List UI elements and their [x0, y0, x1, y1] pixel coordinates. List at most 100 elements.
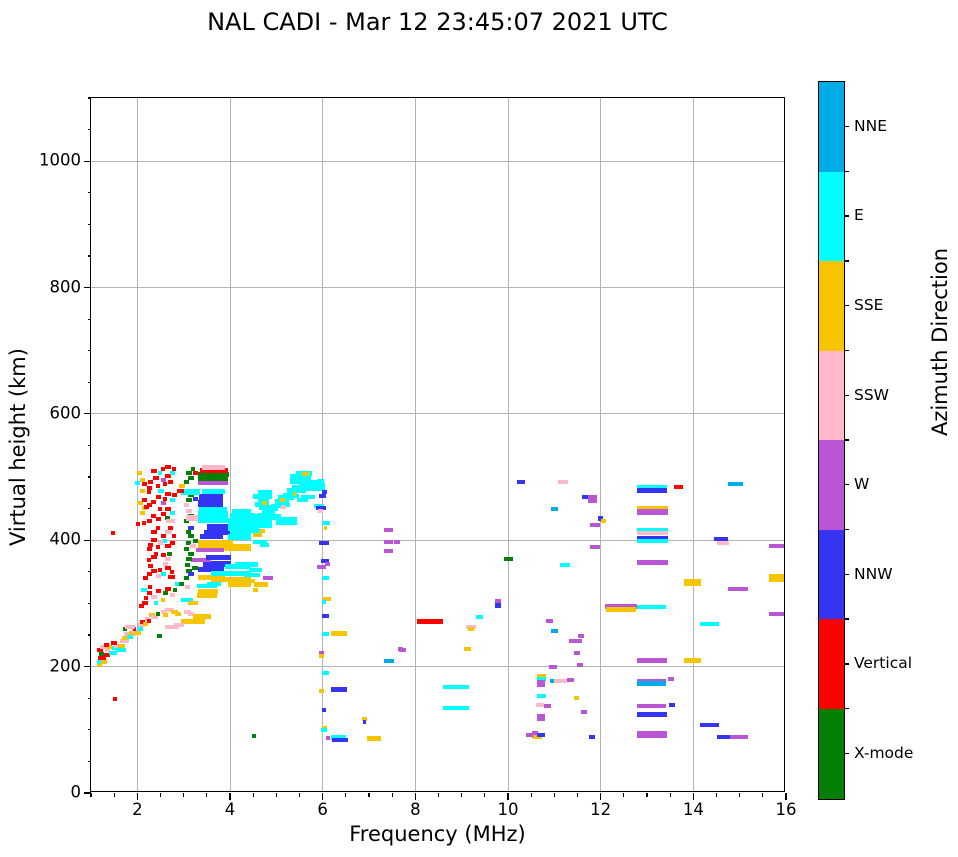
data-point-X-mode	[188, 475, 194, 480]
data-point-SSE	[137, 500, 143, 505]
gridline-y-400	[91, 539, 784, 541]
data-point-Vertical	[141, 600, 148, 605]
data-point-E	[317, 478, 325, 483]
colorbar-tick-label-X-mode: X-mode	[854, 743, 914, 762]
data-point-E	[257, 490, 272, 495]
data-point-E	[160, 572, 167, 577]
colorbar-boundary-tick	[845, 349, 849, 352]
gridline-y-1000	[91, 160, 784, 162]
data-point-SSW	[155, 574, 162, 579]
data-point-SSW	[466, 624, 476, 629]
gridline-x-12	[600, 98, 602, 791]
y-minor-tick	[87, 223, 91, 225]
data-point-E	[211, 570, 251, 576]
data-point-SSE	[243, 579, 256, 584]
data-point-SSE	[600, 518, 607, 523]
data-point-SSW	[183, 502, 190, 507]
data-point-Vertical	[167, 574, 175, 579]
data-point-X-mode	[123, 627, 128, 632]
data-point-SSE	[101, 660, 107, 665]
data-point-Vertical	[165, 507, 171, 512]
data-point-Vertical	[97, 648, 104, 653]
colorbar-boundary-tick	[845, 260, 849, 262]
data-point-Vertical	[155, 517, 162, 522]
data-point-SSE	[135, 631, 141, 636]
data-point-E	[636, 485, 668, 490]
data-point-E	[270, 503, 285, 508]
data-point-X-mode	[252, 734, 256, 739]
x-tick-label-6: 6	[317, 800, 328, 819]
colorbar-segment-SSE	[819, 261, 844, 351]
data-point-NNW	[636, 535, 669, 540]
data-point-NNW	[206, 523, 233, 531]
data-point-W	[197, 480, 228, 485]
data-point-Vertical	[167, 526, 173, 531]
colorbar-tick	[845, 125, 849, 128]
data-point-E	[321, 521, 331, 526]
colorbar-tick-label-SSE: SSE	[854, 295, 884, 314]
data-point-Vertical	[151, 569, 157, 574]
colorbar	[818, 81, 845, 800]
data-point-NNE	[550, 506, 559, 511]
data-point-E	[321, 599, 327, 604]
data-point-SSE	[117, 643, 125, 648]
data-point-E	[243, 573, 261, 578]
x-tick-label-2: 2	[132, 800, 143, 819]
gridline-y-200	[91, 666, 784, 668]
data-point-E	[197, 511, 228, 518]
data-point-E	[157, 471, 163, 476]
data-point-NNW	[205, 555, 232, 561]
data-point-Vertical	[162, 482, 168, 487]
data-point-Vertical	[141, 498, 147, 503]
data-point-E	[169, 498, 176, 503]
data-point-NNE	[549, 678, 556, 683]
data-point-SSE	[139, 477, 146, 482]
data-point-SSE	[253, 587, 258, 592]
data-point-SSW	[151, 615, 159, 620]
x-major-tick	[136, 793, 138, 800]
data-point-NNW	[315, 506, 326, 511]
data-point-Vertical	[141, 482, 147, 487]
colorbar-boundary-tick	[845, 170, 849, 172]
data-point-Vertical	[165, 492, 171, 497]
y-minor-tick	[87, 192, 91, 194]
data-point-E	[248, 567, 263, 572]
data-point-Vertical	[146, 572, 153, 577]
gridline-x-10	[507, 98, 509, 791]
y-tick-label-800: 800	[49, 277, 82, 297]
data-point-E	[537, 693, 546, 698]
data-point-Vertical	[160, 466, 166, 471]
data-point-SSE	[280, 497, 285, 502]
colorbar-tick-label-SSW: SSW	[854, 385, 890, 404]
y-tick-label-200: 200	[49, 656, 82, 676]
y-minor-tick	[87, 444, 91, 447]
data-point-E	[153, 600, 159, 605]
x-minor-tick	[159, 793, 162, 797]
data-point-NNW	[716, 735, 731, 740]
data-point-NNW	[321, 707, 327, 712]
data-point-X-mode	[183, 547, 190, 552]
data-point-E	[282, 492, 297, 497]
data-point-NNW	[204, 529, 230, 535]
data-point-SSE	[170, 610, 178, 615]
y-major-tick	[84, 666, 91, 668]
data-point-SSE	[362, 717, 367, 722]
data-point-Vertical	[160, 553, 167, 558]
colorbar-tick	[845, 484, 849, 486]
data-point-E	[181, 489, 200, 496]
colorbar-tick	[845, 394, 849, 396]
colorbar-boundary-tick	[845, 708, 849, 710]
data-point-E	[246, 562, 258, 567]
data-point-NNW	[320, 559, 330, 564]
data-point-SSE	[137, 471, 142, 476]
data-point-Vertical	[151, 499, 156, 504]
data-point-NNW	[536, 732, 546, 737]
data-point-NNW	[319, 541, 329, 546]
data-point-SSW	[188, 612, 194, 617]
data-point-X-mode	[185, 530, 192, 535]
x-tick-label-12: 12	[590, 800, 612, 819]
x-minor-tick	[252, 793, 254, 797]
colorbar-segment-NNE	[819, 82, 844, 172]
data-point-SSE	[533, 735, 542, 740]
